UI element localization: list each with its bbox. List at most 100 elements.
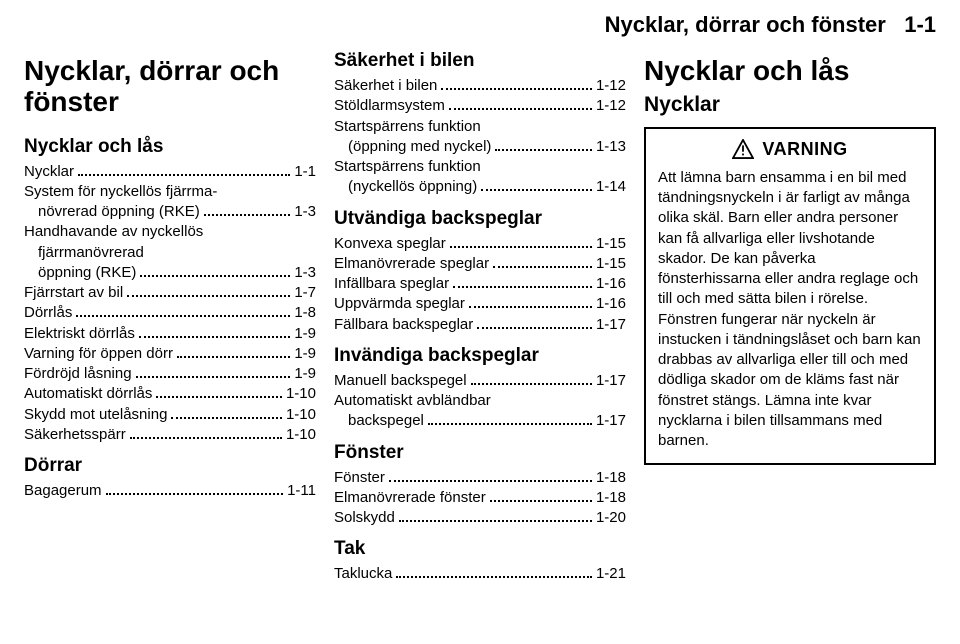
toc-leader-dots — [76, 315, 290, 317]
toc-leader-dots — [127, 295, 290, 297]
toc-entry: Elmanövrerade speglar1-15 — [334, 254, 626, 274]
toc-leader-dots — [481, 189, 592, 191]
toc-entry-label: Säkerhet i bilen — [334, 76, 437, 96]
toc-entry-page: 1-10 — [286, 384, 316, 404]
toc-entry: Säkerhet i bilen1-12 — [334, 76, 626, 96]
toc-entry-label: Dörrlås — [24, 303, 72, 323]
col2-sec3-list: Manuell backspegel1-17Automatiskt avblän… — [334, 371, 626, 432]
caution-icon — [732, 139, 754, 159]
page-header: Nycklar, dörrar och fönster 1-1 — [605, 12, 936, 38]
col2-sec2-list: Konvexa speglar 1-15Elmanövrerade speglar… — [334, 234, 626, 335]
toc-entry-label: (nyckellös öppning) — [334, 177, 477, 197]
toc-entry-label: Taklucka — [334, 564, 392, 584]
toc-entry-page: 1-18 — [596, 468, 626, 488]
toc-leader-dots — [399, 520, 592, 522]
toc-entry-line: Handhavande av nyckellös — [24, 222, 316, 242]
toc-entry: Fördröjd låsning1-9 — [24, 364, 316, 384]
toc-entry-line: Startspärrens funktion — [334, 157, 626, 177]
toc-entry-label: Elektriskt dörrlås — [24, 324, 135, 344]
toc-entry: Bagagerum 1-11 — [24, 481, 316, 501]
toc-leader-dots — [469, 306, 592, 308]
col1-sec2-list: Bagagerum 1-11 — [24, 481, 316, 501]
toc-entry: Stöldlarmsystem 1-12 — [334, 96, 626, 116]
toc-entry-label: Konvexa speglar — [334, 234, 446, 254]
toc-entry-label: Fällbara backspeglar — [334, 315, 473, 335]
toc-entry-page: 1-1 — [294, 162, 316, 182]
toc-leader-dots — [449, 108, 592, 110]
toc-entry: (nyckellös öppning) 1-14 — [334, 177, 626, 197]
toc-entry-page: 1-3 — [294, 263, 316, 283]
toc-entry-label: Bagagerum — [24, 481, 102, 501]
toc-leader-dots — [477, 327, 592, 329]
toc-leader-dots — [139, 336, 290, 338]
toc-entry: Dörrlås 1-8 — [24, 303, 316, 323]
col2-sec3-title: Invändiga backspeglar — [334, 345, 626, 367]
toc-entry: Automatiskt dörrlås 1-10 — [24, 384, 316, 404]
toc-entry: Taklucka1-21 — [334, 564, 626, 584]
toc-entry-line: Startspärrens funktion — [334, 117, 626, 137]
toc-leader-dots — [441, 88, 592, 90]
col1-title: Nycklar, dörrar och fönster — [24, 56, 316, 118]
toc-leader-dots — [140, 275, 290, 277]
toc-entry-page: 1-12 — [596, 96, 626, 116]
toc-entry-label: Infällbara speglar — [334, 274, 449, 294]
toc-entry-label: Fjärrstart av bil — [24, 283, 123, 303]
toc-entry-page: 1-17 — [596, 315, 626, 335]
toc-leader-dots — [177, 356, 290, 358]
toc-entry-page: 1-15 — [596, 254, 626, 274]
toc-entry-label: öppning (RKE) — [24, 263, 136, 283]
toc-entry: Infällbara speglar 1-16 — [334, 274, 626, 294]
header-page: 1-1 — [904, 12, 936, 37]
col2-sec1-list: Säkerhet i bilen1-12Stöldlarmsystem1-12S… — [334, 76, 626, 198]
warning-label: VARNING — [762, 139, 847, 160]
toc-entry: Elektriskt dörrlås1-9 — [24, 324, 316, 344]
toc-leader-dots — [453, 286, 592, 288]
toc-entry-label: backspegel — [334, 411, 424, 431]
warning-heading: VARNING — [658, 139, 922, 160]
header-title: Nycklar, dörrar och fönster — [605, 12, 886, 37]
toc-entry-page: 1-14 — [596, 177, 626, 197]
toc-entry-label: Nycklar — [24, 162, 74, 182]
col2-sec5-list: Taklucka1-21 — [334, 564, 626, 584]
col1-sec1-list: Nycklar 1-1System för nyckellös fjärrma-n… — [24, 162, 316, 446]
toc-entry-line: fjärrmanövrerad — [24, 243, 316, 263]
toc-entry: Manuell backspegel1-17 — [334, 371, 626, 391]
toc-entry-line: Automatiskt avbländbar — [334, 391, 626, 411]
toc-entry-page: 1-11 — [287, 481, 316, 501]
toc-entry-page: 1-3 — [294, 202, 316, 222]
toc-entry-label: Elmanövrerade fönster — [334, 488, 486, 508]
toc-entry: Elmanövrerade fönster 1-18 — [334, 488, 626, 508]
toc-entry: növrerad öppning (RKE)1-3 — [24, 202, 316, 222]
toc-entry: Säkerhetsspärr 1-10 — [24, 425, 316, 445]
col3-subtitle: Nycklar — [644, 93, 936, 117]
toc-entry-line: System för nyckellös fjärrma- — [24, 182, 316, 202]
column-2: Säkerhet i bilen Säkerhet i bilen1-12Stö… — [334, 50, 626, 585]
toc-entry-page: 1-10 — [286, 405, 316, 425]
toc-entry: (öppning med nyckel)1-13 — [334, 137, 626, 157]
toc-leader-dots — [450, 246, 592, 248]
col1-sec1-title: Nycklar och lås — [24, 136, 316, 158]
toc-entry: Varning för öppen dörr1-9 — [24, 344, 316, 364]
toc-entry: öppning (RKE) 1-3 — [24, 263, 316, 283]
toc-entry-label: Säkerhetsspärr — [24, 425, 126, 445]
toc-entry: Solskydd1-20 — [334, 508, 626, 528]
toc-entry: Skydd mot utelåsning 1-10 — [24, 405, 316, 425]
toc-leader-dots — [130, 437, 282, 439]
toc-entry-page: 1-7 — [294, 283, 316, 303]
toc-leader-dots — [493, 266, 592, 268]
toc-entry-label: Automatiskt dörrlås — [24, 384, 152, 404]
toc-entry-label: Stöldlarmsystem — [334, 96, 445, 116]
toc-entry-label: (öppning med nyckel) — [334, 137, 491, 157]
toc-entry-label: Skydd mot utelåsning — [24, 405, 167, 425]
toc-entry: Nycklar 1-1 — [24, 162, 316, 182]
toc-entry-page: 1-17 — [596, 411, 626, 431]
toc-entry-page: 1-8 — [294, 303, 316, 323]
toc-entry-page: 1-17 — [596, 371, 626, 391]
toc-entry-page: 1-18 — [596, 488, 626, 508]
toc-leader-dots — [428, 423, 592, 425]
toc-entry-page: 1-16 — [596, 274, 626, 294]
toc-entry-page: 1-10 — [286, 425, 316, 445]
col2-sec1-title: Säkerhet i bilen — [334, 50, 626, 72]
toc-leader-dots — [106, 493, 284, 495]
toc-entry-label: Fördröjd låsning — [24, 364, 132, 384]
